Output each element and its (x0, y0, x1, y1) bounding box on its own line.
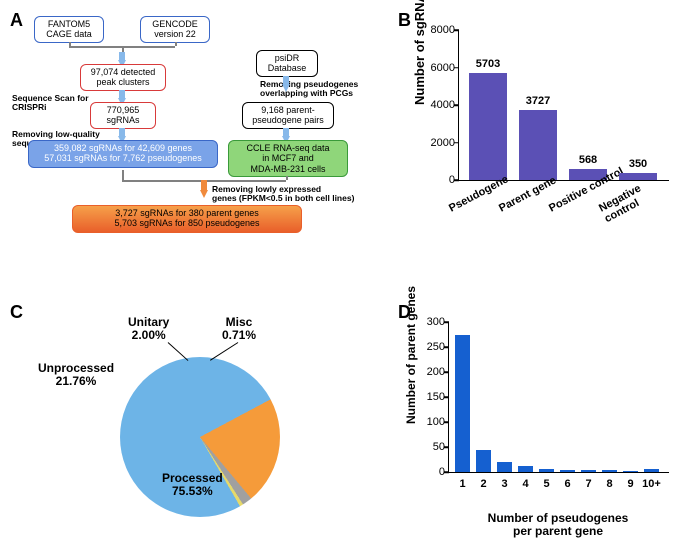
hist-xtick: 7 (585, 478, 591, 490)
flow-label: Removing pseudogenesoverlapping with PCG… (260, 80, 380, 99)
hist-xtick: 4 (522, 478, 528, 490)
hist-xlabel: Number of pseudogenesper parent gene (448, 512, 668, 538)
flow-box: psiDRDatabase (256, 50, 318, 77)
flow-box: 359,082 sgRNAs for 42,609 genes57,031 sg… (28, 140, 218, 168)
bar-chart-axes: 020004000600080005703Pseudogene3727Paren… (458, 30, 669, 181)
bar-value-label: 3727 (526, 95, 550, 107)
leader-line (210, 342, 239, 361)
bar-chart-ylabel: Number of sgRNAs (412, 0, 427, 105)
hist-bar (644, 469, 659, 472)
flow-label: Removing lowly expressedgenes (FPKM<0.5 … (212, 185, 377, 204)
ytick-label: 150 (415, 391, 445, 403)
bar-value-label: 350 (629, 158, 647, 170)
connector-line (175, 42, 177, 46)
hist-xtick: 6 (564, 478, 570, 490)
arrow-icon (201, 180, 207, 190)
flow-box: FANTOM5CAGE data (34, 16, 104, 43)
flow-box: 3,727 sgRNAs for 380 parent genes5,703 s… (72, 205, 302, 233)
ytick-mark (444, 371, 449, 373)
ytick-label: 200 (415, 366, 445, 378)
bar-value-label: 5703 (476, 58, 500, 70)
ytick-mark (444, 346, 449, 348)
ytick-mark (444, 421, 449, 423)
ytick-label: 250 (415, 341, 445, 353)
pie-chart: Processed75.53% Unprocessed21.76% Unitary2… (10, 302, 390, 542)
ytick-mark (444, 321, 449, 323)
ytick-mark (454, 179, 459, 181)
hist-xtick: 2 (480, 478, 486, 490)
arrow-icon (119, 128, 125, 136)
hist-xtick: 8 (606, 478, 612, 490)
ytick-mark (454, 29, 459, 31)
hist-bar (518, 466, 533, 472)
ytick-label: 100 (415, 416, 445, 428)
panel-b: B Number of sgRNAs 020004000600080005703… (398, 10, 683, 294)
ytick-mark (444, 446, 449, 448)
panel-d: D Number of parent genes 050100150200250… (398, 302, 683, 542)
figure-grid: A FANTOM5CAGE dataGENCODEversion 2297,07… (10, 10, 675, 542)
pie-slice-label: Processed75.53% (162, 472, 223, 498)
bar (469, 73, 507, 180)
panel-a: A FANTOM5CAGE dataGENCODEversion 2297,07… (10, 10, 390, 294)
hist-ylabel: Number of parent genes (404, 286, 418, 424)
ytick-mark (454, 67, 459, 69)
pie-slice-label: Unprocessed21.76% (38, 362, 114, 388)
ytick-mark (444, 471, 449, 473)
hist-xtick: 10+ (642, 478, 661, 490)
ytick-label: 6000 (421, 62, 455, 74)
arrow-icon (119, 52, 125, 60)
arrow-head-icon (200, 190, 208, 198)
ytick-mark (444, 396, 449, 398)
ytick-label: 0 (415, 466, 445, 478)
arrow-icon (283, 76, 289, 84)
bar-value-label: 568 (579, 154, 597, 166)
ytick-label: 0 (421, 174, 455, 186)
hist-xtick: 1 (459, 478, 465, 490)
hist-xtick: 5 (543, 478, 549, 490)
ytick-mark (454, 104, 459, 106)
hist-bar (539, 469, 554, 472)
hist-bar (476, 450, 491, 472)
hist-axes: 05010015020025030012345678910+ (448, 322, 669, 473)
connector-line (286, 176, 288, 180)
flow-box: 9,168 parent-pseudogene pairs (242, 102, 334, 129)
panel-c: C Processed75.53%Unprocessed21.76%Unitar… (10, 302, 390, 542)
ytick-label: 8000 (421, 24, 455, 36)
pie-slice-label: Misc0.71% (222, 316, 256, 342)
ytick-label: 4000 (421, 99, 455, 111)
ytick-label: 300 (415, 316, 445, 328)
bar (519, 110, 557, 180)
hist-bar (455, 335, 470, 473)
arrow-head-icon (282, 84, 290, 92)
leader-line (168, 342, 189, 361)
arrow-icon (119, 90, 125, 98)
flow-box: 770,965sgRNAs (90, 102, 156, 129)
flowchart: FANTOM5CAGE data GENCODEversion 22 97,074 … (10, 10, 390, 294)
connector-line (69, 42, 71, 46)
hist-bar (560, 470, 575, 472)
connector-line (122, 170, 124, 180)
hist-bar (623, 471, 638, 473)
flow-box: CCLE RNA-seq datain MCF7 andMDA-MB-231 c… (228, 140, 348, 177)
ytick-label: 2000 (421, 137, 455, 149)
hist-bar (581, 470, 596, 472)
flow-box: 97,074 detectedpeak clusters (80, 64, 166, 91)
flow-box: GENCODEversion 22 (140, 16, 210, 43)
bar-chart-sgrnas: Number of sgRNAs 020004000600080005703Ps… (398, 10, 683, 238)
ytick-mark (454, 142, 459, 144)
arrow-icon (283, 128, 289, 136)
hist-bar (497, 462, 512, 472)
histogram: Number of parent genes 05010015020025030… (398, 302, 683, 530)
hist-xtick: 9 (627, 478, 633, 490)
hist-bar (602, 470, 617, 473)
pie-slice-label: Unitary2.00% (128, 316, 169, 342)
hist-xtick: 3 (501, 478, 507, 490)
ytick-label: 50 (415, 441, 445, 453)
